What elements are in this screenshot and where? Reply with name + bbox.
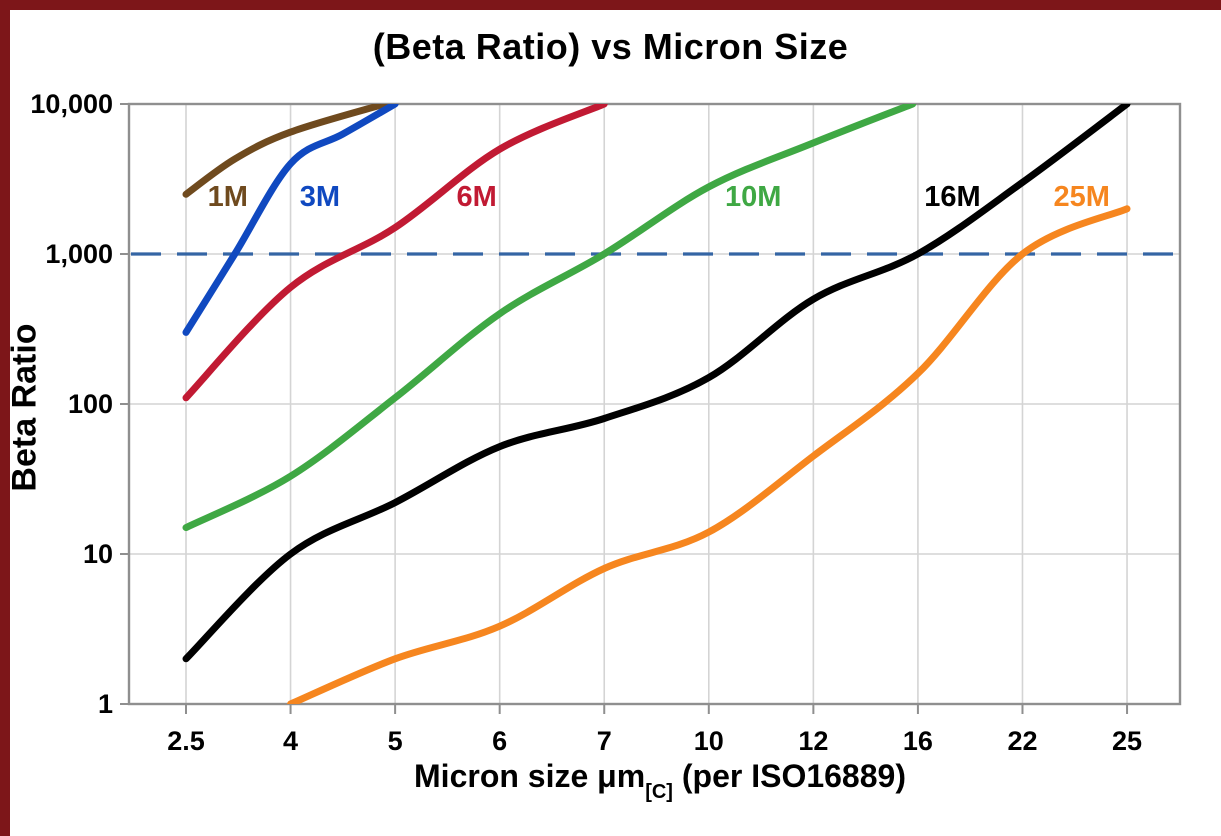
x-axis-title-rest: (per ISO16889) (672, 758, 906, 794)
chart-title: (Beta Ratio) vs Micron Size (372, 26, 849, 67)
y-tick-label: 10,000 (30, 89, 113, 119)
curve-16M (182, 104, 1131, 663)
x-tick-label: 25 (1112, 726, 1142, 756)
x-tick-label: 12 (798, 726, 828, 756)
series-label-25M: 25M (1054, 181, 1110, 213)
curve-10M (182, 104, 917, 532)
y-tick-label: 1 (98, 689, 113, 719)
y-tick-label: 10 (83, 539, 113, 569)
x-axis-title-main: Micron size μm (414, 758, 646, 794)
curves-group (182, 104, 1131, 704)
x-tick-label: 2.5 (167, 726, 205, 756)
x-tick-label: 10 (694, 726, 724, 756)
series-label-6M: 6M (457, 181, 497, 213)
x-axis-title: Micron size μm[C] (per ISO16889) (0, 758, 1221, 804)
series-label-16M: 16M (924, 181, 980, 213)
x-tick-label: 5 (388, 726, 403, 756)
x-tick-label: 7 (597, 726, 612, 756)
curve-3M (182, 104, 399, 336)
x-tick-label: 16 (903, 726, 933, 756)
curve-1M (182, 104, 389, 198)
window-edge-left (0, 0, 10, 836)
x-tick-label: 22 (1007, 726, 1037, 756)
window-edge-top (0, 0, 1221, 10)
series-label-10M: 10M (725, 181, 781, 213)
curve-6M (182, 104, 608, 402)
curve-25M (287, 205, 1131, 704)
series-label-3M: 3M (300, 181, 340, 213)
y-tick-label: 100 (68, 389, 113, 419)
y-tick-label: 1,000 (45, 239, 113, 269)
x-tick-label: 6 (492, 726, 507, 756)
x-axis-title-subscript: [C] (645, 781, 673, 804)
series-label-1M: 1M (208, 181, 248, 213)
x-tick-label: 4 (283, 726, 298, 756)
